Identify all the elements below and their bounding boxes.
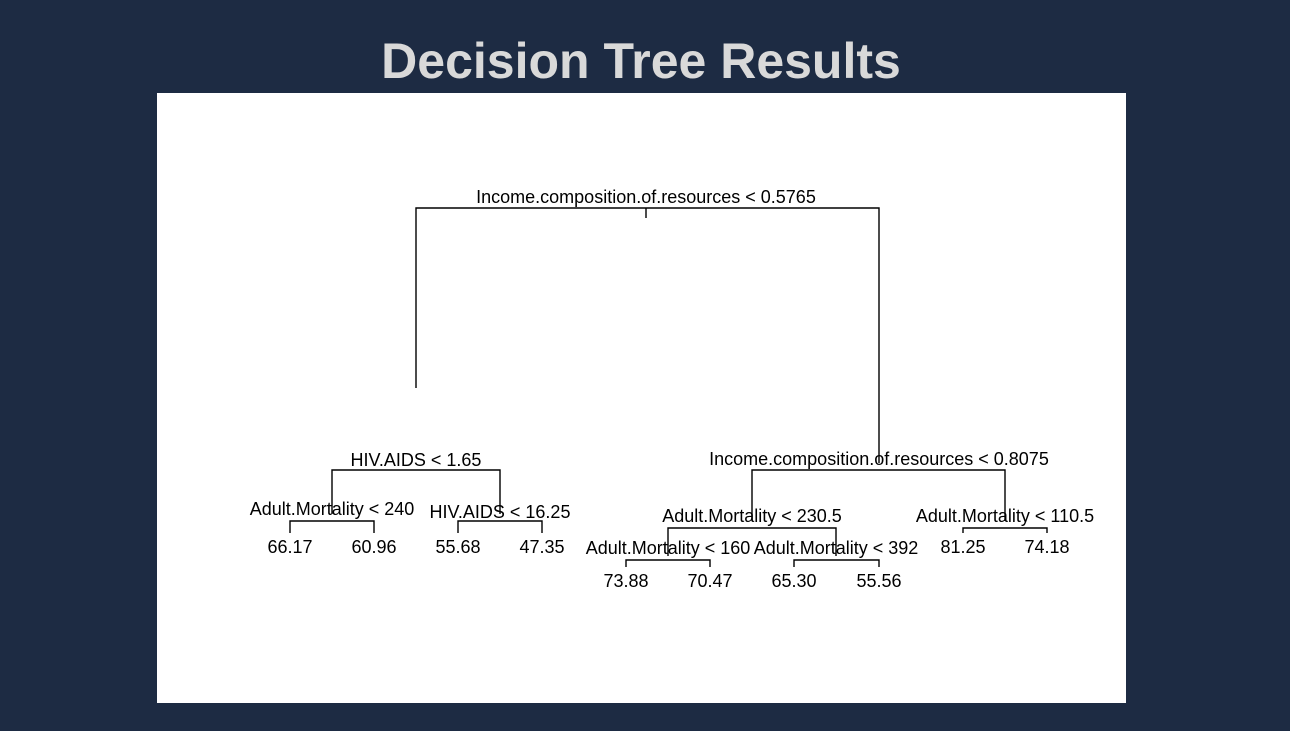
leaf-value-65-30: 65.30 [771, 571, 816, 591]
edge-hiv-165 [331, 469, 501, 514]
split-label-icr-08075: Income.composition.of.resources < 0.8075 [709, 449, 1049, 469]
leaf-value-73-88: 73.88 [603, 571, 648, 591]
split-label-hiv-165: HIV.AIDS < 1.65 [351, 450, 482, 470]
decision-tree-plot: Income.composition.of.resources < 0.5765… [157, 93, 1126, 703]
edge-am-392 [793, 559, 880, 567]
leaf-value-81-25: 81.25 [940, 537, 985, 557]
leaf-value-55-68: 55.68 [435, 537, 480, 557]
leaf-value-55-56: 55.56 [856, 571, 901, 591]
leaf-value-74-18: 74.18 [1024, 537, 1069, 557]
edge-am-160 [625, 559, 711, 567]
edge-am-1105 [962, 527, 1048, 533]
edge-hiv-1625 [457, 520, 543, 533]
leaf-value-47-35: 47.35 [519, 537, 564, 557]
edge-root [415, 207, 880, 463]
edge-am-240 [289, 520, 375, 533]
split-label-hiv-1625: HIV.AIDS < 16.25 [430, 502, 571, 522]
tree-canvas: Income.composition.of.resources < 0.5765… [250, 187, 1094, 591]
split-label-root: Income.composition.of.resources < 0.5765 [476, 187, 816, 207]
edge-am-2305 [667, 527, 837, 556]
leaf-value-60-96: 60.96 [351, 537, 396, 557]
split-label-am-2305: Adult.Mortality < 230.5 [662, 506, 842, 526]
slide-title: Decision Tree Results [381, 33, 901, 89]
split-label-am-392: Adult.Mortality < 392 [754, 538, 919, 558]
split-label-am-240: Adult.Mortality < 240 [250, 499, 415, 519]
edge-icr-08075 [751, 469, 1006, 521]
split-label-am-160: Adult.Mortality < 160 [586, 538, 751, 558]
leaf-value-70-47: 70.47 [687, 571, 732, 591]
split-label-am-1105: Adult.Mortality < 110.5 [916, 506, 1094, 526]
leaf-value-66-17: 66.17 [267, 537, 312, 557]
